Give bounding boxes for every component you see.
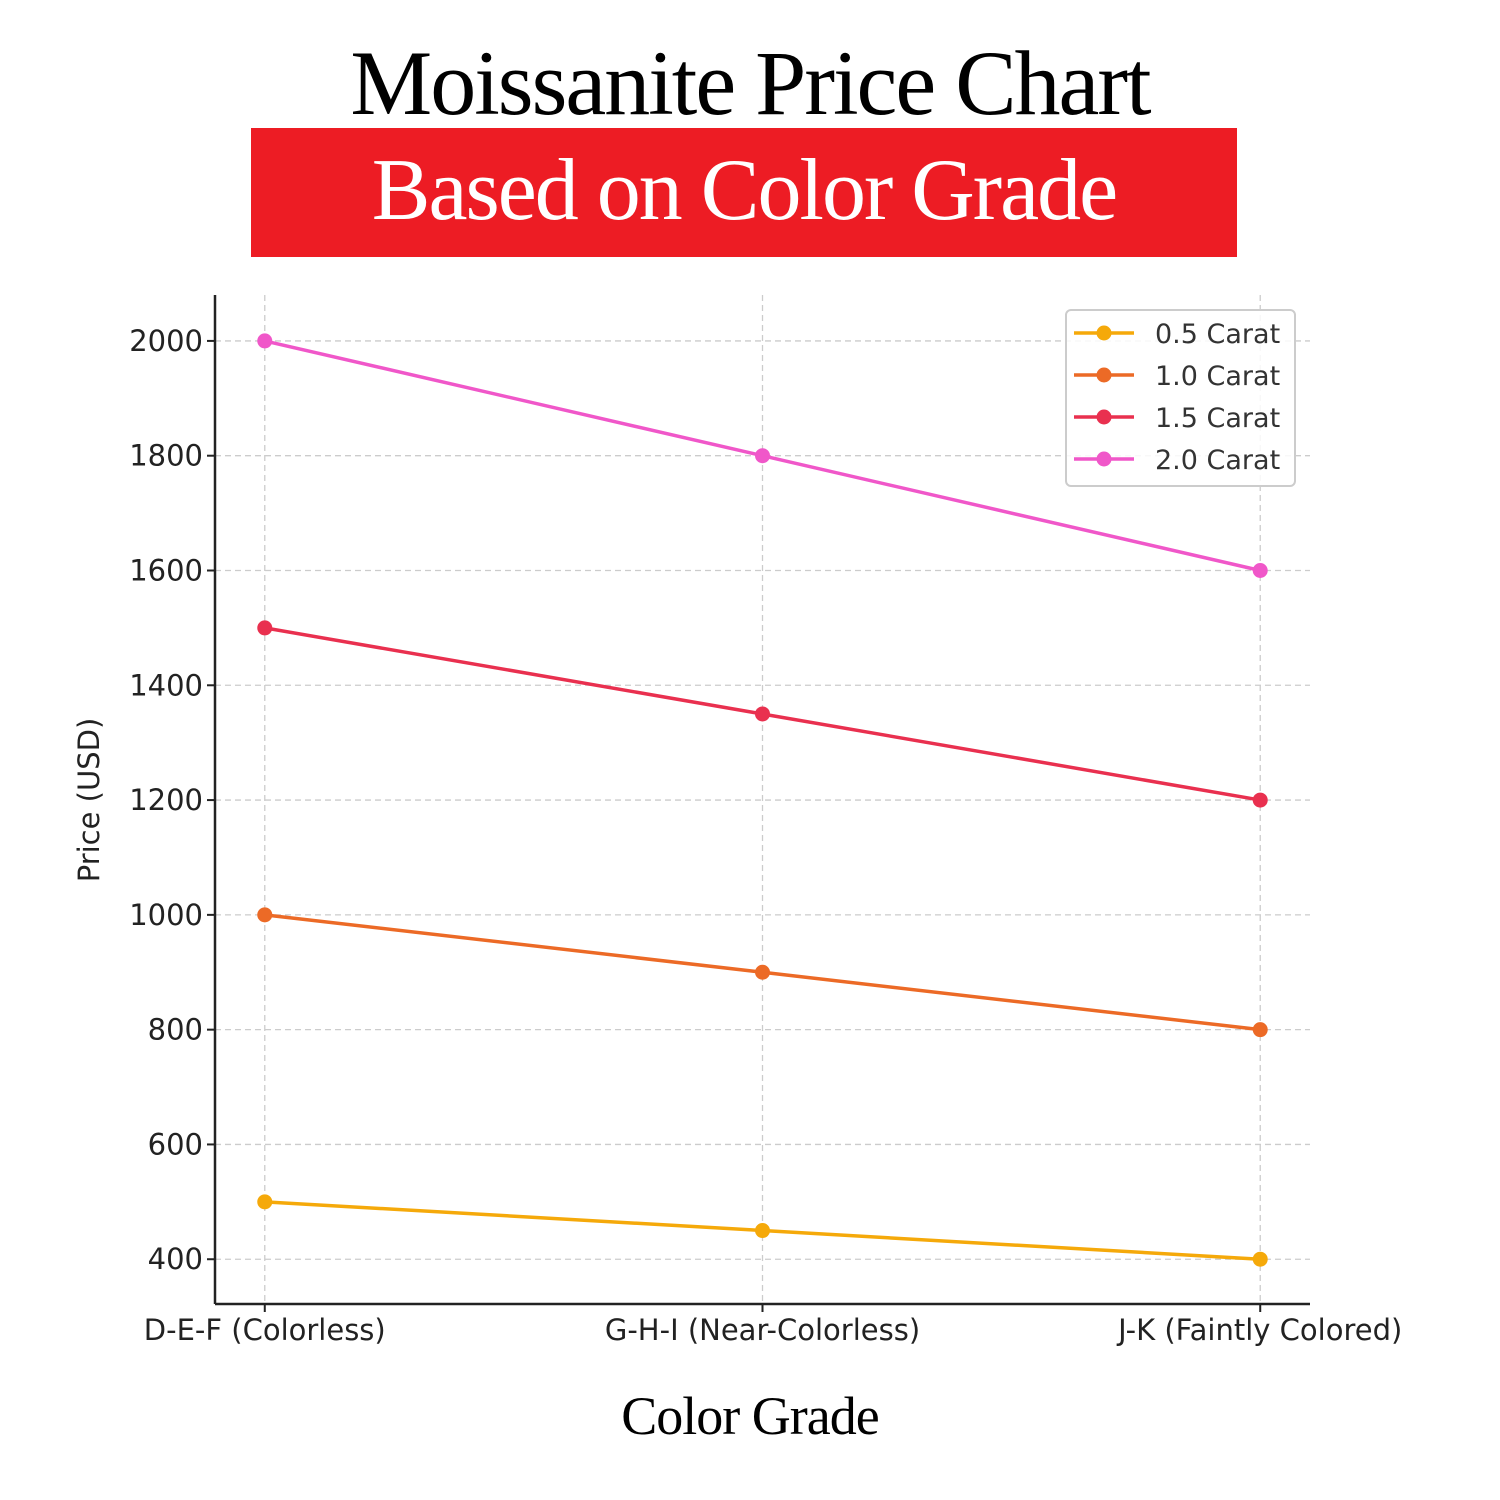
y-tick-label: 1600 [129,553,203,587]
legend-marker [1096,325,1112,341]
data-point [755,1223,770,1239]
data-point [1252,562,1268,578]
data-point [257,1194,273,1210]
x-axis-label: Color Grade [621,1386,879,1446]
y-axis-label: Price (USD) [72,718,106,883]
data-point [257,333,273,349]
x-tick-label: D-E-F (Colorless) [144,1313,386,1347]
y-tick-label: 1800 [129,439,203,473]
y-tick-label: 600 [148,1127,203,1161]
subtitle-banner [251,128,1237,257]
legend-box [1065,309,1296,487]
legend-marker [1096,451,1112,467]
data-point [257,907,273,923]
chart-subtitle: Based on Color Grade [371,142,1118,239]
y-tick-label: 2000 [129,324,203,358]
x-tick-label: J-K (Faintly Colored) [1116,1313,1402,1347]
legend-label: 1.0 Carat [1155,361,1280,392]
y-tick-label: 1400 [129,668,203,702]
legend-marker [1096,409,1112,425]
data-point [755,448,770,464]
legend-label: 1.5 Carat [1155,403,1280,434]
x-tick-label: G-H-I (Near-Colorless) [605,1313,920,1347]
data-point [755,706,770,722]
y-tick-label: 400 [148,1242,203,1276]
legend-label: 0.5 Carat [1155,319,1280,350]
data-point [257,620,273,636]
data-point [755,964,770,980]
y-tick-label: 800 [148,1013,203,1047]
y-tick-label: 1000 [129,898,203,932]
data-point [1252,1022,1268,1038]
chart-title: Moissanite Price Chart [350,32,1151,134]
data-point [1252,792,1268,808]
legend-label: 2.0 Carat [1155,445,1280,476]
y-tick-label: 1200 [129,783,203,817]
legend-marker [1096,367,1112,383]
data-point [1252,1251,1268,1267]
